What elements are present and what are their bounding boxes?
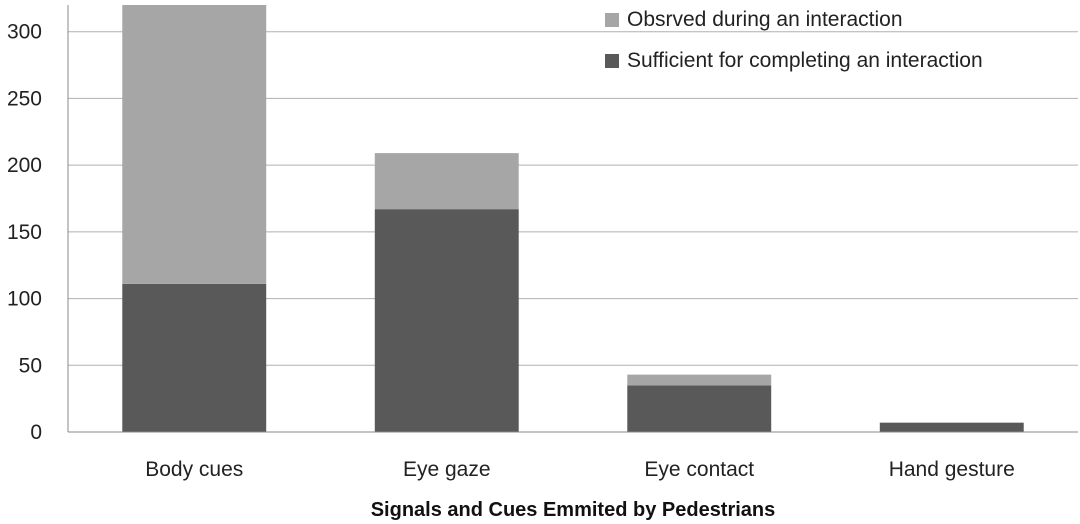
bar-segment-sufficient bbox=[627, 385, 772, 432]
y-axis-ticks: 0 50 100 150 200 250 300 bbox=[7, 21, 42, 444]
bars bbox=[122, 5, 1024, 432]
legend-label: Sufficient for completing an interaction bbox=[627, 49, 983, 72]
axes bbox=[67, 5, 1078, 433]
y-tick-label: 100 bbox=[7, 288, 42, 311]
bar-segment-observed bbox=[374, 153, 519, 210]
bar-segment-observed bbox=[122, 5, 267, 284]
x-axis-title: Signals and Cues Emmited by Pedestrians bbox=[371, 499, 776, 521]
y-tick-label: 200 bbox=[7, 154, 42, 177]
y-tick-label: 250 bbox=[7, 87, 42, 110]
bar-segment-sufficient bbox=[374, 209, 519, 432]
x-category-label: Eye gaze bbox=[403, 458, 491, 481]
y-tick-label: 150 bbox=[7, 221, 42, 244]
y-tick-label: 0 bbox=[30, 421, 42, 444]
x-category-label: Eye contact bbox=[644, 458, 754, 481]
bar-segment-observed bbox=[627, 374, 772, 386]
bar-segment-sufficient bbox=[879, 422, 1024, 432]
legend-label: Obsrved during an interaction bbox=[627, 8, 903, 31]
legend-swatch bbox=[605, 13, 619, 27]
legend-swatch bbox=[605, 54, 619, 68]
y-tick-label: 300 bbox=[7, 21, 42, 44]
x-category-label: Hand gesture bbox=[889, 458, 1015, 481]
y-tick-label: 50 bbox=[19, 354, 42, 377]
x-axis-categories: Body cues Eye gaze Eye contact Hand gesture bbox=[145, 458, 1015, 481]
legend: Obsrved during an interaction Sufficient … bbox=[605, 8, 983, 72]
bar-segment-sufficient bbox=[122, 283, 267, 432]
x-category-label: Body cues bbox=[145, 458, 243, 481]
